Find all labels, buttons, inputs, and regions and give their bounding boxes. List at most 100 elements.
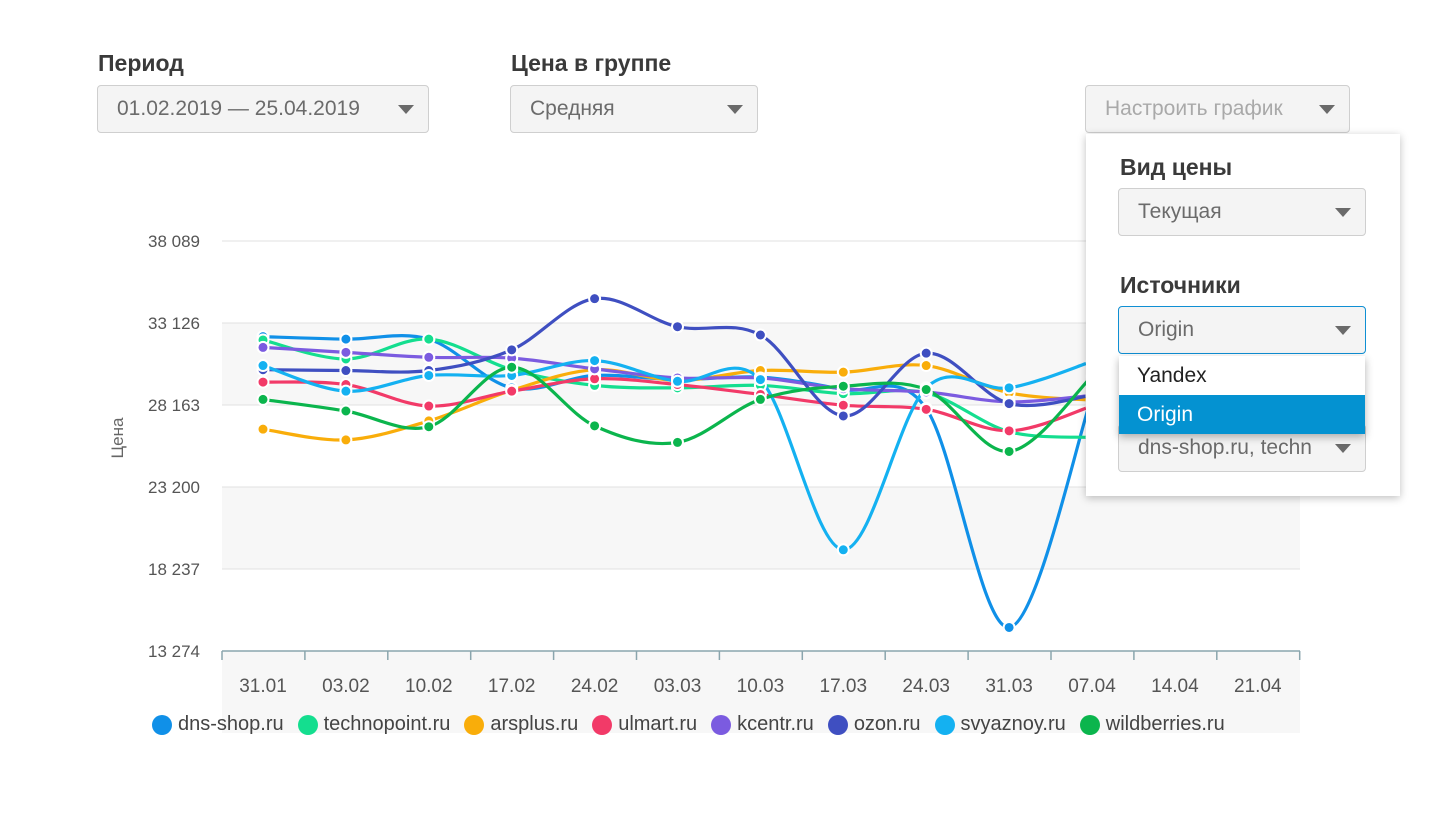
y-axis-label: Цена <box>108 417 127 458</box>
legend-item[interactable]: dns-shop.ru <box>152 713 284 736</box>
y-tick-label: 28 163 <box>148 396 200 415</box>
legend-label: technopoint.ru <box>323 713 451 735</box>
data-point-ulmart.ru <box>1002 424 1016 438</box>
x-tick-label: 03.03 <box>654 676 702 697</box>
data-point-ozon.ru <box>836 409 850 423</box>
y-tick-label: 33 126 <box>148 314 200 333</box>
data-point-arsplus.ru <box>919 359 933 373</box>
sources-option-yandex[interactable]: Yandex <box>1137 364 1207 387</box>
legend-item[interactable]: technopoint.ru <box>297 713 451 736</box>
y-tick-label: 38 089 <box>148 232 200 251</box>
grid-band <box>222 651 1300 733</box>
legend-dot-icon <box>827 714 848 735</box>
x-tick-label: 17.03 <box>820 676 868 697</box>
data-point-ozon.ru <box>588 292 602 306</box>
legend-label: wildberries.ru <box>1105 713 1225 735</box>
x-tick-label: 10.02 <box>405 676 453 697</box>
y-tick-label: 13 274 <box>148 642 200 661</box>
legend-dot-icon <box>1079 714 1100 735</box>
data-point-kcentr.ru <box>339 345 353 359</box>
data-point-wildberries.ru <box>588 419 602 433</box>
x-tick-label: 17.02 <box>488 676 536 697</box>
legend-label: arsplus.ru <box>490 713 579 735</box>
period-value: 01.02.2019 — 25.04.2019 <box>117 97 360 120</box>
data-point-svyaznoy.ru <box>588 354 602 368</box>
group-price-select[interactable]: Средняя <box>510 85 758 133</box>
sources-value: Origin <box>1138 318 1195 341</box>
price-type-label: Вид цены <box>1120 154 1233 180</box>
period-label: Период <box>98 50 184 76</box>
data-point-kcentr.ru <box>256 340 270 354</box>
x-tick-label: 31.03 <box>985 676 1033 697</box>
legend-dot-icon <box>152 714 172 735</box>
data-point-kcentr.ru <box>422 350 436 364</box>
legend-dot-icon <box>464 714 485 735</box>
chevron-down-icon <box>398 105 414 114</box>
data-point-arsplus.ru <box>256 422 270 436</box>
data-point-svyaznoy.ru <box>422 368 436 382</box>
series-line-ozon.ru <box>261 296 1094 418</box>
legend-label: ulmart.ru <box>618 713 698 735</box>
shops-value: dns-shop.ru, techn <box>1138 436 1312 459</box>
legend-label: ozon.ru <box>853 713 921 735</box>
data-point-ozon.ru <box>339 364 353 378</box>
sources-label: Источники <box>1120 272 1241 298</box>
data-point-dns-shop.ru <box>339 332 353 346</box>
period-select[interactable]: 01.02.2019 — 25.04.2019 <box>97 85 429 133</box>
legend-item[interactable]: arsplus.ru <box>464 713 578 736</box>
data-point-ulmart.ru <box>919 402 933 416</box>
legend-item[interactable]: ulmart.ru <box>592 713 697 736</box>
sources-select[interactable]: Origin <box>1118 306 1366 354</box>
data-point-svyaznoy.ru <box>1002 381 1016 395</box>
chevron-down-icon <box>1335 208 1351 217</box>
chart-settings-panel: Вид цены Текущая Источники Origin dns-sh… <box>1086 134 1400 496</box>
x-tick-label: 07.04 <box>1068 676 1116 697</box>
x-tick-label: 03.02 <box>322 676 370 697</box>
data-point-ulmart.ru <box>422 399 436 413</box>
data-point-ozon.ru <box>753 328 767 342</box>
data-point-ozon.ru <box>919 346 933 360</box>
data-point-ozon.ru <box>671 320 684 334</box>
data-point-wildberries.ru <box>256 392 270 406</box>
configure-chart-button[interactable]: Настроить график <box>1085 85 1350 133</box>
group-price-value: Средняя <box>530 97 615 120</box>
data-point-svyaznoy.ru <box>836 543 850 557</box>
data-point-ulmart.ru <box>505 384 519 398</box>
x-tick-label: 14.04 <box>1151 676 1199 697</box>
sources-option-origin[interactable]: Origin <box>1119 395 1365 434</box>
legend-dot-icon <box>934 714 955 735</box>
data-point-wildberries.ru <box>339 404 353 418</box>
legend-item[interactable]: svyaznoy.ru <box>934 713 1066 736</box>
price-type-select[interactable]: Текущая <box>1118 188 1366 236</box>
legend-label: svyaznoy.ru <box>960 713 1066 735</box>
data-point-ulmart.ru <box>836 398 850 412</box>
series-line-svyaznoy.ru <box>261 359 1094 552</box>
data-point-ozon.ru <box>1002 397 1016 411</box>
chevron-down-icon <box>727 105 743 114</box>
data-point-wildberries.ru <box>919 383 933 397</box>
chart-legend: dns-shop.ru technopoint.ru arsplus.ru ulmar… <box>152 713 1239 736</box>
legend-item[interactable]: ozon.ru <box>827 713 921 736</box>
x-tick-label: 24.03 <box>902 676 950 697</box>
x-tick-label: 21.04 <box>1234 676 1282 697</box>
data-point-svyaznoy.ru <box>671 374 684 388</box>
sources-dropdown-list: Yandex Origin <box>1119 356 1365 434</box>
data-point-ozon.ru <box>505 343 519 357</box>
x-tick-label: 10.03 <box>737 676 785 697</box>
legend-dot-icon <box>592 714 613 735</box>
legend-item[interactable]: kcentr.ru <box>711 713 814 736</box>
legend-label: kcentr.ru <box>737 713 814 735</box>
data-point-wildberries.ru <box>505 360 519 374</box>
legend-item[interactable]: wildberries.ru <box>1079 713 1225 736</box>
chevron-down-icon <box>1319 105 1335 114</box>
data-point-svyaznoy.ru <box>339 384 353 398</box>
y-tick-label: 18 237 <box>148 560 200 579</box>
data-point-svyaznoy.ru <box>256 359 270 373</box>
y-tick-label: 23 200 <box>148 478 200 497</box>
data-point-wildberries.ru <box>671 435 684 449</box>
data-point-wildberries.ru <box>836 379 850 393</box>
data-point-wildberries.ru <box>753 392 767 406</box>
legend-label: dns-shop.ru <box>178 713 284 735</box>
data-point-technopoint.ru <box>422 332 436 346</box>
data-point-wildberries.ru <box>1002 444 1016 458</box>
